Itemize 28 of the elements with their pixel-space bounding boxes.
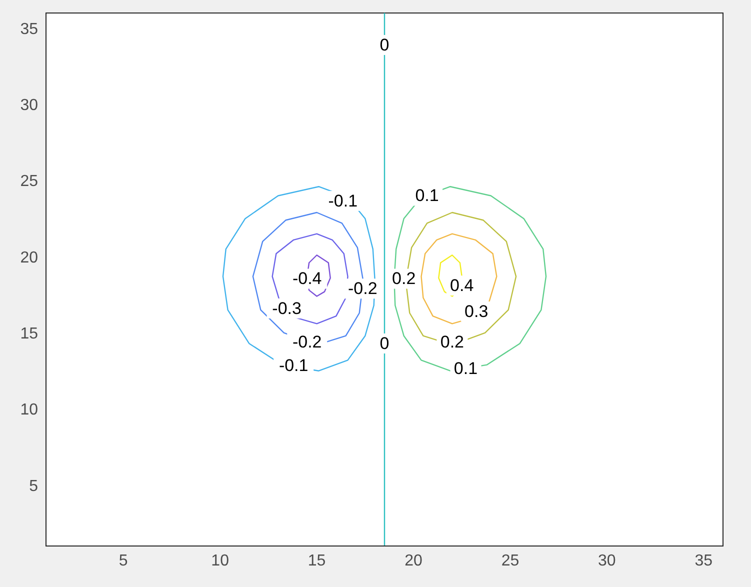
annotation: 0.3 <box>464 302 488 321</box>
x-tick-label: 25 <box>501 552 520 570</box>
x-tick-label: 30 <box>598 552 616 570</box>
y-tick-label: 5 <box>29 478 38 495</box>
annotation: 0.2 <box>440 332 464 352</box>
annotation: 0.1 <box>454 359 478 378</box>
y-tick-label: 25 <box>20 173 38 190</box>
annotation: 0.4 <box>450 276 474 296</box>
annotation: 0.1 <box>415 186 439 206</box>
annotation: 0 <box>380 334 390 353</box>
x-tick-label: 35 <box>694 552 713 570</box>
y-tick-label: 30 <box>20 97 38 114</box>
annotation: -0.1 <box>278 356 308 376</box>
x-tick-label: 5 <box>118 552 128 570</box>
annotation: -0.1 <box>328 191 358 210</box>
annotation: 0.2 <box>392 269 416 288</box>
y-tick-label: 10 <box>20 402 38 419</box>
y-tick-label: 15 <box>20 325 38 342</box>
y-tick-label: 20 <box>20 249 38 266</box>
annotation: -0.2 <box>348 279 378 298</box>
x-tick-label: 10 <box>211 552 230 570</box>
annotation: -0.3 <box>272 298 302 318</box>
annotation: -0.4 <box>292 269 322 288</box>
annotation: 0 <box>380 35 390 54</box>
x-tick-label: 20 <box>404 552 423 570</box>
y-tick-label: 35 <box>20 20 38 38</box>
annotation: -0.2 <box>292 332 322 352</box>
x-tick-label: 15 <box>308 552 326 570</box>
